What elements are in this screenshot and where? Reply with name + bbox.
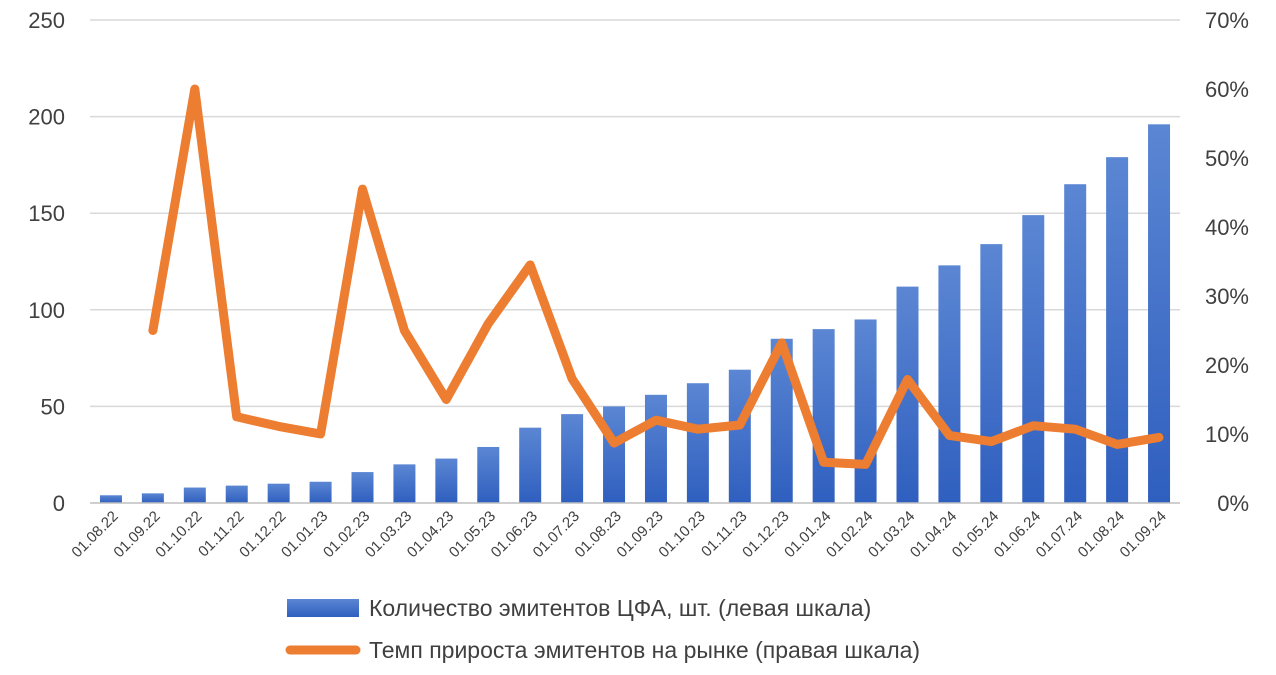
bar [938,265,961,503]
y-right-tick-label: 70% [1205,8,1249,33]
bar [519,427,542,503]
x-tick-label: 01.09.24 [1117,508,1170,561]
y-right-tick-label: 20% [1205,353,1249,378]
bar [435,458,458,503]
bar-series [99,124,1171,503]
x-axis-ticks: 01.08.2201.09.2201.10.2201.11.2201.12.22… [68,508,1169,561]
bar [1064,184,1087,503]
y-right-tick-label: 10% [1205,422,1249,447]
legend-bar-swatch [287,599,359,617]
gridlines [90,19,1180,408]
bar [1106,157,1129,503]
y-left-tick-label: 150 [28,201,65,226]
bar [477,446,500,503]
bar [1022,215,1045,503]
bar [770,338,793,503]
bar [225,485,248,503]
bar [728,369,751,503]
bar [309,481,332,503]
legend-bar-label: Количество эмитентов ЦФА, шт. (левая шка… [369,595,871,621]
y-right-tick-label: 60% [1205,77,1249,102]
bar [644,394,667,503]
bar [267,483,290,503]
y-right-tick-label: 40% [1205,215,1249,240]
line-series [148,84,1164,469]
left-axis-ticks: 0 50 100 150 200 250 [28,8,65,516]
bar [603,406,626,503]
bar [896,286,919,503]
legend: Количество эмитентов ЦФА, шт. (левая шка… [285,595,920,663]
legend-line-label: Темп прироста эмитентов на рынке (правая… [369,637,920,663]
bar [183,487,206,503]
y-left-tick-label: 250 [28,8,65,33]
y-left-tick-label: 100 [28,298,65,323]
y-right-tick-label: 30% [1205,284,1249,309]
bar [141,493,164,503]
bar [1148,124,1171,503]
y-left-tick-label: 200 [28,105,65,130]
x-tick-label: 01.10.22 [152,508,205,561]
y-left-tick-label: 50 [41,394,65,419]
y-left-tick-label: 0 [53,491,65,516]
bar [812,329,835,503]
bar [393,464,416,503]
y-right-tick-label: 50% [1205,146,1249,171]
x-tick-label: 01.10.23 [655,508,708,561]
bar [854,319,877,503]
bar [561,414,584,503]
y-right-tick-label: 0% [1217,491,1249,516]
bar [980,244,1003,503]
bar [686,383,709,503]
right-axis-ticks: 0% 10% 20% 30% 40% 50% 60% 70% [1205,8,1249,516]
bar [351,472,374,503]
bar [99,495,122,503]
